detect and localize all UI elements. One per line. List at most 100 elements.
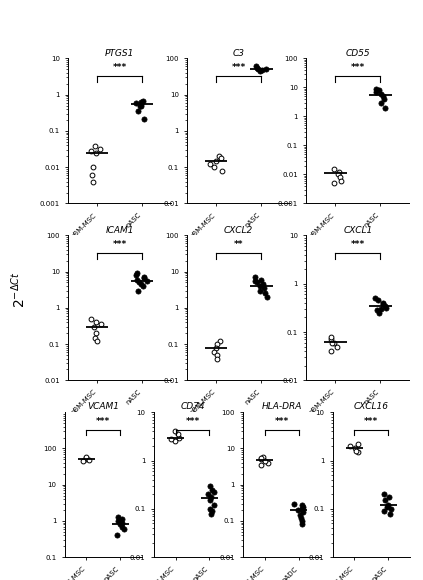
Text: ***: *** [185, 417, 200, 426]
Text: ***: *** [351, 63, 365, 72]
Point [386, 492, 393, 501]
Point [299, 502, 306, 511]
Point [172, 437, 179, 446]
Point [378, 89, 385, 99]
Point [382, 103, 388, 113]
Point [374, 306, 380, 315]
Point [295, 505, 302, 514]
Point [371, 293, 378, 303]
Point [380, 92, 387, 101]
Point [91, 322, 98, 331]
Title: ICAM1: ICAM1 [105, 226, 134, 234]
Title: CD74: CD74 [180, 403, 205, 411]
Point [216, 151, 223, 161]
Point [379, 298, 386, 307]
Point [297, 510, 303, 519]
Point [207, 496, 214, 505]
Point [206, 481, 213, 491]
Text: ***: *** [231, 63, 246, 72]
Point [88, 314, 95, 324]
Point [260, 452, 267, 461]
Point [83, 452, 90, 461]
Point [265, 458, 272, 467]
Point [93, 318, 99, 327]
Point [382, 301, 388, 310]
Point [175, 430, 181, 439]
Title: C3: C3 [233, 49, 244, 57]
Point [261, 289, 268, 298]
Point [204, 490, 211, 499]
Point [210, 501, 217, 510]
Text: $2^{-\Delta Ct}$: $2^{-\Delta Ct}$ [10, 271, 28, 309]
Point [258, 453, 264, 462]
Point [88, 171, 95, 180]
Point [213, 354, 220, 363]
Point [376, 308, 382, 317]
Point [336, 173, 343, 182]
Title: HLA-DRA: HLA-DRA [262, 403, 302, 411]
Point [255, 64, 262, 73]
Point [258, 461, 265, 470]
Point [118, 518, 125, 527]
Point [335, 170, 341, 179]
Point [94, 336, 101, 346]
Text: ***: *** [275, 417, 289, 426]
Point [80, 456, 86, 466]
Point [115, 516, 121, 525]
Title: CXCL2: CXCL2 [224, 226, 253, 234]
Title: CD55: CD55 [346, 49, 370, 57]
Point [382, 303, 389, 312]
Point [375, 296, 382, 305]
Point [327, 335, 334, 344]
Point [380, 299, 387, 309]
Point [168, 434, 174, 444]
Text: ***: *** [364, 417, 378, 426]
Point [260, 280, 267, 289]
Point [211, 488, 217, 497]
Point [217, 336, 224, 346]
Point [336, 168, 343, 177]
Point [135, 286, 142, 295]
Point [140, 114, 147, 123]
Point [114, 531, 121, 540]
Point [299, 520, 305, 529]
Point [93, 148, 99, 157]
Point [138, 99, 145, 108]
Title: VCAM1: VCAM1 [87, 403, 119, 411]
Point [252, 276, 259, 285]
Point [355, 447, 362, 456]
Point [381, 506, 387, 516]
Point [86, 455, 93, 465]
Point [257, 286, 264, 295]
Point [138, 97, 145, 107]
Point [381, 490, 387, 499]
Point [380, 95, 387, 104]
Point [118, 515, 125, 524]
Point [256, 66, 263, 75]
Point [214, 339, 220, 349]
Point [330, 338, 337, 347]
Point [328, 347, 335, 356]
Point [300, 507, 307, 516]
Point [135, 107, 142, 116]
Point [118, 522, 125, 531]
Point [214, 350, 220, 360]
Point [134, 269, 141, 278]
Point [254, 63, 261, 72]
Point [372, 87, 379, 96]
Point [141, 274, 148, 283]
Point [378, 304, 385, 314]
Point [256, 281, 263, 291]
Point [258, 275, 265, 284]
Point [338, 176, 344, 186]
Point [376, 86, 382, 95]
Point [209, 485, 215, 494]
Point [262, 456, 269, 466]
Point [291, 499, 298, 508]
Point [91, 333, 98, 342]
Point [388, 504, 395, 513]
Point [90, 177, 96, 186]
Point [347, 441, 354, 451]
Point [298, 513, 305, 523]
Point [262, 65, 269, 74]
